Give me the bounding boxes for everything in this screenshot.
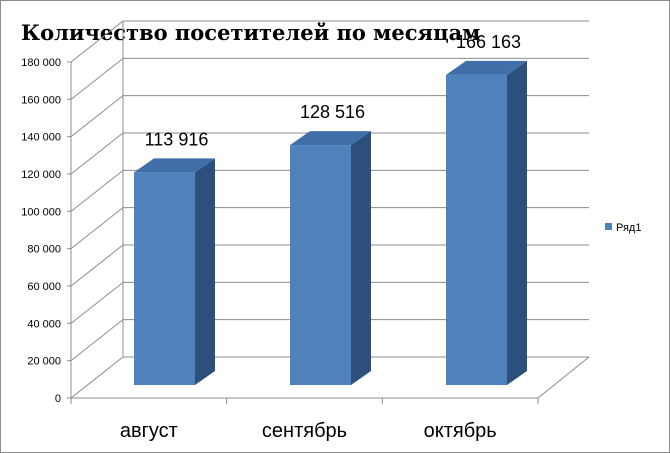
category-label: октябрь [424,420,497,442]
gridline-left [70,57,124,100]
gridline-left [70,20,124,63]
data-label: 113 916 [145,129,209,149]
data-label: 166 163 [456,32,521,52]
gridline-left [70,281,124,324]
data-label: 128 516 [300,102,365,122]
bar-top [290,131,371,146]
bars-layer [134,60,527,385]
y-tick-label: 60 000 [27,281,61,293]
labels-layer: 0 20 000 40 000 60 000 80 000 100 000 120 000 1… [21,32,521,442]
gridline-left [70,169,124,212]
gridline-left [70,244,124,287]
legend-swatch [605,223,612,230]
gridline-left [70,319,124,362]
y-tick-label: 120 000 [21,169,61,181]
bar-top [446,60,527,75]
gridline-left [70,132,124,175]
legend: Ряд1 [605,222,641,234]
y-tick-label: 40 000 [27,318,61,330]
bar [290,145,351,385]
y-tick-label: 100 000 [21,206,61,218]
chart-title: Количество посетителей по месяцам [21,20,480,45]
category-label: сентябрь [262,420,347,442]
gridline-left [70,95,124,138]
bar-side [507,60,527,385]
gridline-left [70,356,124,399]
legend-label: Ряд1 [616,222,641,234]
bar [134,172,195,385]
y-tick-label: 140 000 [21,132,61,144]
y-tick-label: 160 000 [21,94,61,106]
y-tick-label: 0 [55,393,61,405]
gridline-left [70,207,124,250]
bar-top [134,158,215,173]
bar [446,74,507,385]
y-tick-label: 180 000 [21,57,61,69]
bar-side [351,131,371,385]
y-tick-label: 20 000 [27,356,61,368]
floor-right-edge [537,356,590,399]
y-tick-label: 80 000 [27,244,61,256]
category-label: август [120,420,178,442]
bar-side [195,158,215,385]
